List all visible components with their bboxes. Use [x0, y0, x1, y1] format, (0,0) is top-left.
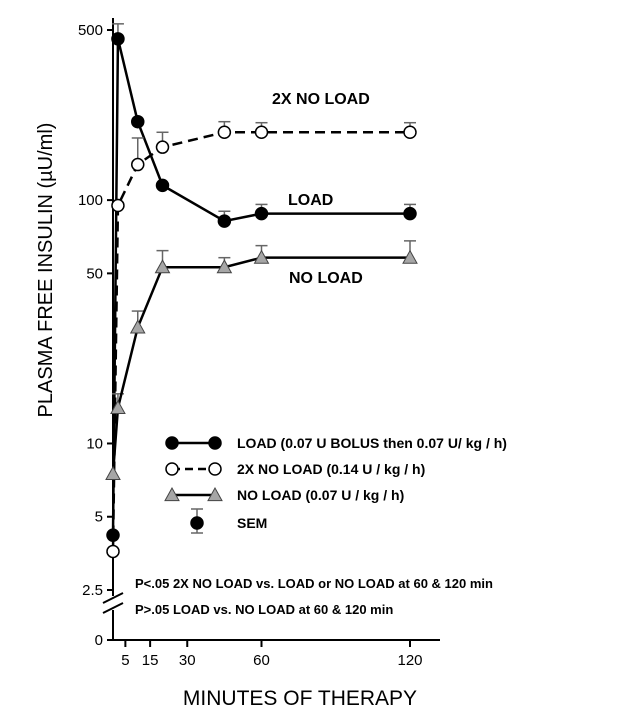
y-tick-label: 2.5 [82, 582, 103, 599]
series-label: 2X NO LOAD [272, 91, 370, 108]
data-point [131, 114, 145, 129]
data-point [217, 214, 232, 228]
series-load [106, 23, 417, 542]
significance-note: P<.05 2X NO LOAD vs. LOAD or NO LOAD at … [135, 576, 493, 591]
legend-item: LOAD (0.07 U BOLUS then 0.07 U/ kg / h) [165, 435, 507, 451]
data-point [155, 140, 170, 154]
data-point [111, 32, 125, 46]
data-point [105, 465, 121, 480]
y-tick-label: 5 [95, 509, 103, 526]
x-axis-title: MINUTES OF THERAPY [183, 687, 417, 710]
data-point [216, 259, 233, 274]
x-tick-label: 30 [179, 652, 196, 669]
legend-marker [164, 486, 180, 502]
data-point [155, 178, 170, 193]
series-labels: 2X NO LOAD LOAD NO LOAD [272, 91, 370, 287]
data-point [254, 125, 269, 140]
data-point [403, 206, 417, 221]
y-tick-label: 50 [86, 265, 103, 282]
x-tick-label: 120 [397, 652, 422, 669]
legend-marker [208, 462, 222, 476]
significance-note: P>.05 LOAD vs. NO LOAD at 60 & 120 min [135, 602, 393, 617]
series-no-load [105, 240, 418, 480]
axis-break-mark [102, 602, 124, 614]
data-point [129, 319, 146, 334]
data-point [131, 157, 145, 172]
legend-marker [165, 462, 179, 476]
legend-item: NO LOAD (0.07 U / kg / h) [164, 486, 404, 503]
series-label: LOAD [288, 192, 333, 209]
data-point [110, 399, 126, 415]
data-point [106, 544, 120, 559]
legend-marker [208, 436, 222, 450]
legend-marker [207, 486, 223, 502]
legend-marker [190, 516, 204, 530]
legend-item: 2X NO LOAD (0.14 U / kg / h) [165, 461, 425, 477]
legend-label: 2X NO LOAD (0.14 U / kg / h) [237, 461, 425, 477]
axis-break-mark [102, 592, 124, 604]
data-point [254, 206, 269, 221]
legend: LOAD (0.07 U BOLUS then 0.07 U/ kg / h) 2… [164, 435, 507, 534]
legend-item: SEM [190, 508, 267, 534]
data-point [253, 249, 270, 264]
y-tick-label: 10 [86, 435, 103, 452]
data-point [154, 259, 171, 274]
legend-marker [165, 436, 179, 450]
notes: P<.05 2X NO LOAD vs. LOAD or NO LOAD at … [135, 576, 493, 617]
y-tick-label: 100 [78, 192, 103, 209]
data-point [403, 125, 417, 140]
data-point [402, 249, 418, 264]
y-tick-label: 500 [78, 22, 103, 39]
data-point [111, 198, 125, 213]
legend-label: NO LOAD (0.07 U / kg / h) [237, 487, 404, 503]
series-label: NO LOAD [289, 270, 363, 287]
y-tick-label: 0 [95, 632, 103, 649]
x-tick-label: 5 [121, 652, 129, 669]
series-2x-no-load [106, 120, 417, 559]
x-tick-label: 60 [253, 652, 270, 669]
axes: 2.5 5 10 50 100 500 0 5 15 30 60 120 [78, 18, 440, 669]
series-layer [105, 23, 418, 559]
x-tick-label: 15 [142, 652, 159, 669]
data-point [217, 125, 232, 140]
y-axis-title: PLASMA FREE INSULIN (µU/ml) [35, 123, 57, 418]
legend-label: SEM [237, 515, 267, 531]
legend-label: LOAD (0.07 U BOLUS then 0.07 U/ kg / h) [237, 435, 507, 451]
